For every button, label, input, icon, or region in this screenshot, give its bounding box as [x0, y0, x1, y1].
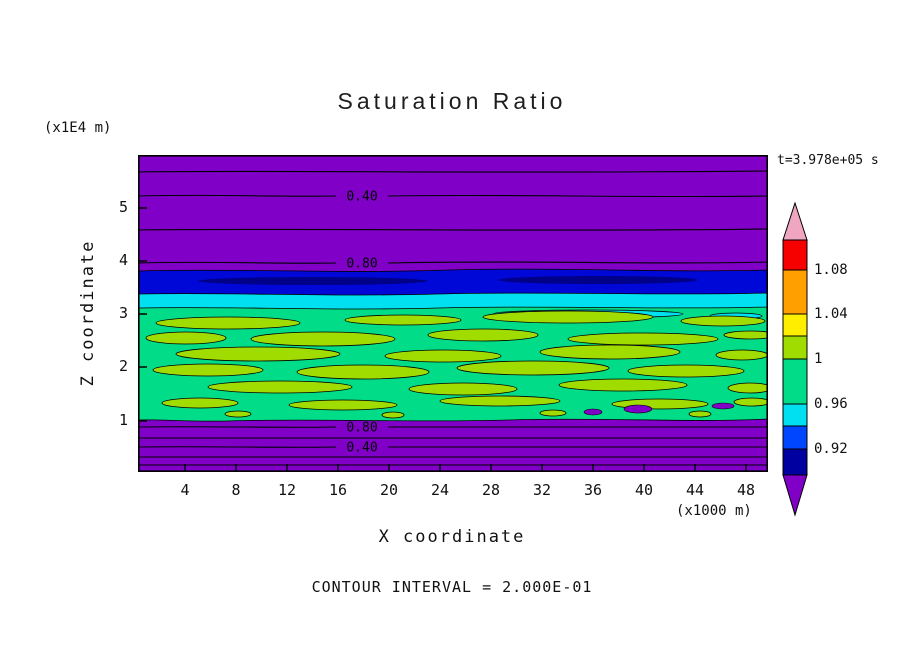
colorbar-segment-red: [782, 239, 808, 271]
time-annotation: t=3.978e+05 s: [777, 153, 879, 168]
x-axis-title: X coordinate: [378, 527, 526, 547]
x-axis-units-label: (x1000 m): [676, 503, 752, 519]
x-tick-label: 16: [328, 481, 348, 499]
x-tick-label: 4: [180, 481, 190, 499]
contour-label-upper-080: 0.80: [346, 257, 377, 272]
colorbar-segment-green: [782, 358, 808, 405]
contour-interval-note: CONTOUR INTERVAL = 2.000E-01: [311, 578, 593, 596]
colorbar-segment-chartreuse: [782, 335, 808, 360]
contour-label-upper-040: 0.40: [346, 190, 377, 205]
contour-plot: 0.40 0.80 0.80 0.40: [138, 155, 768, 472]
x-tick-label: 24: [430, 481, 450, 499]
colorbar-arrow-bottom: [782, 474, 808, 517]
x-tick-label: 48: [736, 481, 756, 499]
contour-lines: [138, 170, 768, 466]
colorbar-arrow-top: [782, 202, 808, 241]
x-tick-label: 36: [583, 481, 603, 499]
colorbar-tick-label: 1.04: [814, 306, 848, 322]
y-tick-label: 4: [118, 251, 128, 269]
y-axis-units-label: (x1E4 m): [44, 120, 112, 136]
y-tick-label: 1: [118, 411, 128, 429]
colorbar: [782, 202, 808, 517]
y-axis-title: Z coordinate: [78, 239, 98, 387]
chartreuse-blobs: [145, 310, 768, 419]
x-tick-label: 40: [634, 481, 654, 499]
x-tick-label: 44: [685, 481, 705, 499]
colorbar-segment-orange: [782, 269, 808, 315]
y-tick-label: 5: [118, 198, 128, 216]
x-tick-label: 8: [231, 481, 241, 499]
x-axis-ticks: [184, 464, 747, 472]
colorbar-segment-navy: [782, 448, 808, 476]
navy-streaks: [198, 276, 698, 285]
colorbar-segment-yellow: [782, 313, 808, 337]
colorbar-segment-cyan: [782, 403, 808, 427]
contour-label-lower-040: 0.40: [346, 441, 377, 456]
purple-specks: [583, 402, 735, 416]
colorbar-tick-label: 1.08: [814, 262, 848, 278]
colorbar-tick-label: 0.96: [814, 396, 848, 412]
plot-frame: [138, 155, 768, 472]
x-tick-label: 12: [277, 481, 297, 499]
colorbar-segment-blue: [782, 425, 808, 450]
contour-label-lower-080: 0.80: [346, 421, 377, 436]
y-tick-label: 2: [118, 357, 128, 375]
colorbar-tick-label: 1: [814, 351, 823, 367]
colorbar-tick-label: 0.92: [814, 441, 848, 457]
y-axis-ticks: [138, 207, 147, 422]
chart-title: Saturation Ratio: [337, 88, 567, 114]
x-tick-label: 28: [481, 481, 501, 499]
y-tick-label: 3: [118, 304, 128, 322]
x-tick-label: 32: [532, 481, 552, 499]
x-tick-label: 20: [379, 481, 399, 499]
